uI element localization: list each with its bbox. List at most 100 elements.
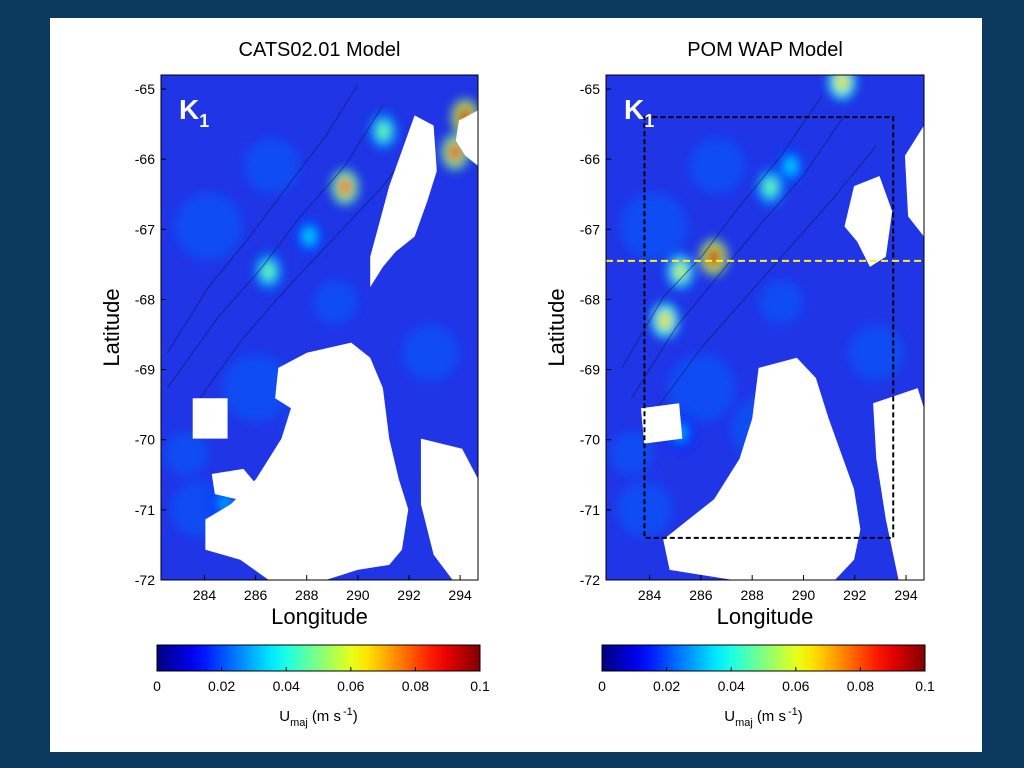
land-mask xyxy=(205,342,409,580)
plot-frame xyxy=(160,74,479,581)
land-mask xyxy=(455,110,478,166)
bathymetry-contour xyxy=(192,135,422,409)
y-tick-label: -69 xyxy=(135,362,155,378)
colorbar xyxy=(156,644,481,672)
colorbar-tick-label: 0.06 xyxy=(782,678,809,694)
bathymetry-contour xyxy=(167,105,384,389)
bathymetry-contour xyxy=(631,115,845,399)
colorbar-label-symbol: U xyxy=(279,708,290,725)
colorbar-tick-label: 0 xyxy=(598,678,606,694)
figure-canvas: 284 286 288 290 292 294 -65 -66 -67 -68 -69 -70 -71 -… xyxy=(99,39,935,729)
x-tick-label: 290 xyxy=(792,587,816,603)
x-tick-label: 294 xyxy=(894,587,918,603)
x-tick-label: 286 xyxy=(689,587,713,603)
chart-title: POM WAP Model xyxy=(687,39,843,61)
y-tick-label: -69 xyxy=(580,362,600,378)
y-tick-label: -66 xyxy=(135,151,155,167)
plot-frame xyxy=(605,74,925,581)
bathymetry-contour xyxy=(621,94,823,369)
x-axis-label: Longitude xyxy=(271,604,368,629)
colorbar-units-close: ) xyxy=(798,708,803,725)
colorbar-label: Umaj (m s -1) xyxy=(279,706,358,729)
y-tick-label: -72 xyxy=(580,572,600,588)
hotspot-core xyxy=(305,230,313,242)
x-tick-label: 286 xyxy=(244,587,268,603)
y-axis-label: Latitude xyxy=(544,288,569,366)
panel-label: K1 xyxy=(179,94,209,131)
colorbar-units: (m s xyxy=(312,708,341,725)
land-mask xyxy=(904,125,924,237)
panel-2: 284 286 288 290 292 294 -65 -66 -67 -68 -69 -70 -71 -… xyxy=(544,39,935,729)
land-mask xyxy=(873,388,924,580)
field-patch xyxy=(689,137,746,194)
land-mask xyxy=(192,398,228,439)
y-tick-label: -72 xyxy=(135,572,155,588)
y-tick-label: -67 xyxy=(580,221,600,237)
hotspot-core xyxy=(379,125,387,137)
y-tick-label: -70 xyxy=(580,432,600,448)
field-patch xyxy=(848,324,905,381)
colorbar-units: (m s xyxy=(757,708,786,725)
hotspot-core xyxy=(766,181,774,193)
panel-label-subscript: 1 xyxy=(199,111,209,131)
colorbar-tick-label: 0.04 xyxy=(718,678,745,694)
land-mask xyxy=(370,115,437,288)
x-tick-label: 292 xyxy=(843,587,867,603)
colorbar-tick-label: 0.06 xyxy=(337,678,364,694)
hotspot-core xyxy=(264,265,272,277)
y-tick-label: -70 xyxy=(135,432,155,448)
y-axis-label: Latitude xyxy=(99,288,124,366)
land-mask xyxy=(844,176,893,267)
field-patch xyxy=(758,280,803,325)
land-mask xyxy=(420,438,478,580)
x-tick-label: 294 xyxy=(448,587,472,603)
domain-box xyxy=(643,116,895,539)
y-tick-label: -67 xyxy=(135,221,155,237)
colorbar-tick-label: 0.04 xyxy=(273,678,300,694)
field-patch xyxy=(222,354,291,423)
hotspot-core xyxy=(838,76,846,88)
y-tick-label: -71 xyxy=(135,502,155,518)
x-axis-label: Longitude xyxy=(717,604,814,629)
colorbar-tick-label: 0 xyxy=(153,678,161,694)
panel-label-main: K xyxy=(179,94,199,125)
hotspot-core xyxy=(221,497,229,509)
y-tick-label: -66 xyxy=(580,151,600,167)
y-tick-label: -68 xyxy=(135,291,155,307)
field-patch xyxy=(243,137,300,194)
colorbar-tick-label: 0.08 xyxy=(402,678,429,694)
figure-slide: 284 286 288 290 292 294 -65 -66 -67 -68 -69 -70 -71 -… xyxy=(50,18,982,752)
colorbar-tick-label: 0.1 xyxy=(470,678,490,694)
chart-title: CATS02.01 Model xyxy=(239,39,401,61)
land-mask xyxy=(211,468,257,500)
colorbar-units-superscript: -1 xyxy=(788,706,798,718)
colorbar-label-subscript: maj xyxy=(290,717,308,729)
colorbar-units-close: ) xyxy=(353,708,358,725)
bathymetry-contour xyxy=(656,145,877,409)
panel-label: K1 xyxy=(624,94,654,131)
colorbar-tick-label: 0.02 xyxy=(208,678,235,694)
hotspot-core xyxy=(676,265,684,277)
panel-label-main: K xyxy=(624,94,644,125)
hotspot-core xyxy=(451,146,459,158)
land-mask xyxy=(640,403,683,444)
colorbar-tick-label: 0.02 xyxy=(653,678,680,694)
y-tick-label: -65 xyxy=(580,81,600,97)
x-tick-label: 284 xyxy=(638,587,662,603)
y-tick-label: -71 xyxy=(580,502,600,518)
colorbar-label: Umaj (m s -1) xyxy=(724,706,803,729)
colorbar-tick-label: 0.1 xyxy=(915,678,935,694)
panel-label-subscript: 1 xyxy=(644,111,654,131)
land-mask xyxy=(663,357,861,580)
hotspot-core xyxy=(787,160,795,172)
x-tick-label: 288 xyxy=(740,587,764,603)
panel-1: 284 286 288 290 292 294 -65 -66 -67 -68 -69 -70 -71 -… xyxy=(99,39,490,729)
heatmap-field xyxy=(161,75,478,580)
heatmap-field xyxy=(606,75,924,580)
y-tick-label: -68 xyxy=(580,291,600,307)
colorbar-label-symbol: U xyxy=(724,708,735,725)
field-patch xyxy=(402,324,459,381)
x-tick-label: 284 xyxy=(193,587,217,603)
x-tick-label: 288 xyxy=(295,587,319,603)
hotspot-core xyxy=(341,181,349,193)
